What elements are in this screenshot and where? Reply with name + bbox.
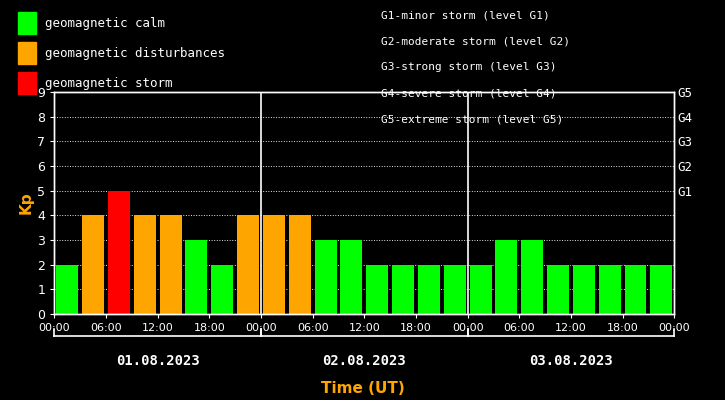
Text: geomagnetic calm: geomagnetic calm: [45, 16, 165, 30]
Bar: [186, 240, 207, 314]
Text: 03.08.2023: 03.08.2023: [529, 354, 613, 368]
Text: Time (UT): Time (UT): [320, 381, 405, 396]
Bar: [624, 265, 647, 314]
Bar: [57, 265, 78, 314]
Bar: [547, 265, 569, 314]
Text: G1-minor storm (level G1): G1-minor storm (level G1): [381, 10, 550, 20]
Bar: [599, 265, 621, 314]
Text: geomagnetic storm: geomagnetic storm: [45, 76, 173, 90]
Bar: [650, 265, 672, 314]
Text: G4-severe storm (level G4): G4-severe storm (level G4): [381, 88, 556, 98]
Bar: [263, 215, 285, 314]
Bar: [521, 240, 543, 314]
Bar: [289, 215, 311, 314]
Bar: [495, 240, 518, 314]
Bar: [418, 265, 440, 314]
Y-axis label: Kp: Kp: [18, 192, 33, 214]
Bar: [82, 215, 104, 314]
Bar: [315, 240, 336, 314]
Bar: [366, 265, 388, 314]
Text: G3-strong storm (level G3): G3-strong storm (level G3): [381, 62, 556, 72]
Bar: [134, 215, 156, 314]
Bar: [237, 215, 259, 314]
Bar: [211, 265, 233, 314]
Text: G5-extreme storm (level G5): G5-extreme storm (level G5): [381, 114, 563, 124]
Bar: [444, 265, 465, 314]
Text: 02.08.2023: 02.08.2023: [323, 354, 406, 368]
Bar: [108, 191, 130, 314]
Bar: [392, 265, 414, 314]
Bar: [470, 265, 492, 314]
Bar: [160, 215, 181, 314]
Text: G2-moderate storm (level G2): G2-moderate storm (level G2): [381, 36, 570, 46]
Bar: [341, 240, 362, 314]
Bar: [573, 265, 594, 314]
Text: 01.08.2023: 01.08.2023: [116, 354, 199, 368]
Text: geomagnetic disturbances: geomagnetic disturbances: [45, 46, 225, 60]
